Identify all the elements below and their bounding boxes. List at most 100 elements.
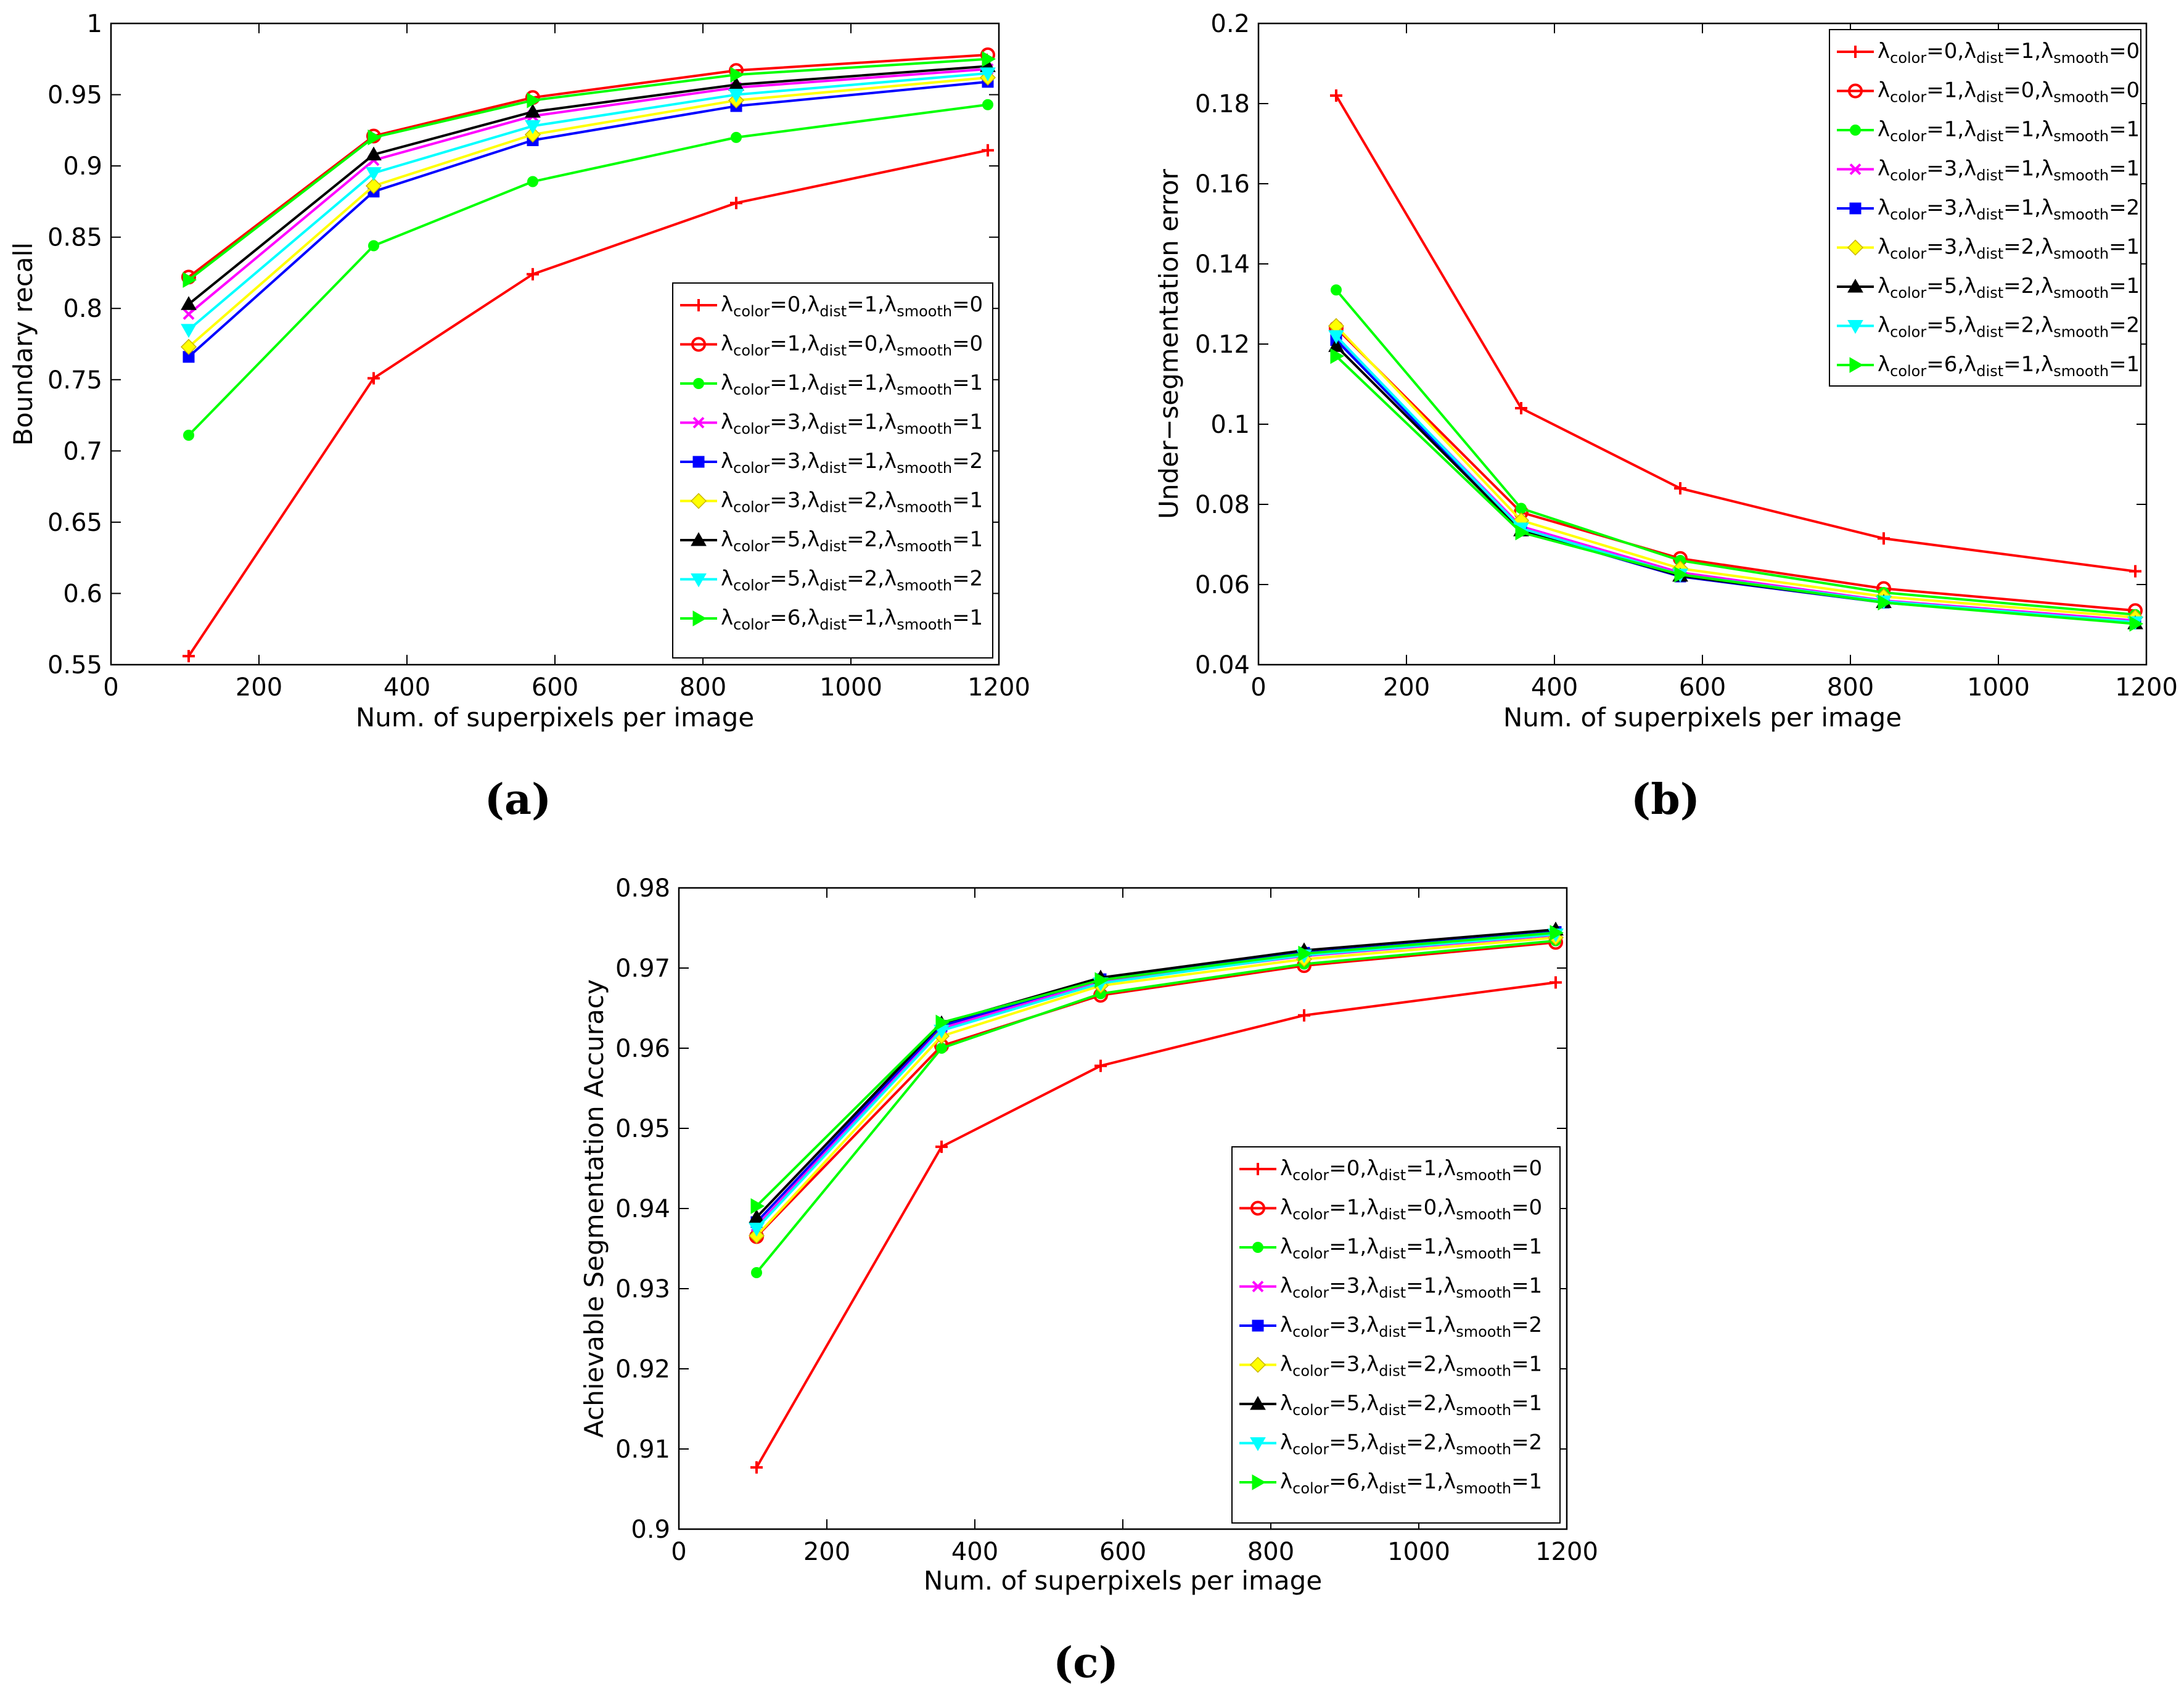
legend-label: λcolor=6,λdist=1,λsmooth=1	[721, 605, 983, 633]
panel-label: (c)	[1053, 1638, 1119, 1688]
data-point	[982, 51, 996, 67]
y-tick-label: 0.65	[47, 509, 102, 537]
x-tick-label: 600	[1679, 673, 1726, 702]
legend-marker	[1250, 1200, 1265, 1216]
legend-label: λcolor=5,λdist=2,λsmooth=1	[721, 527, 983, 555]
x-tick-label: 800	[1247, 1538, 1294, 1566]
legend-marker	[691, 531, 707, 546]
y-tick-label: 0.97	[615, 954, 670, 983]
panel-label: (b)	[1631, 775, 1700, 824]
panel-label: (a)	[485, 775, 551, 824]
legend-label: λcolor=5,λdist=2,λsmooth=2	[721, 567, 983, 594]
x-axis-label: Num. of superpixels per image	[356, 702, 754, 733]
data-point	[527, 92, 541, 109]
legend-entry: λcolor=1,λdist=0,λsmooth=0	[680, 332, 983, 359]
x-tick-label: 800	[1827, 673, 1874, 702]
legend-marker	[1849, 357, 1864, 373]
legend-marker	[692, 417, 705, 429]
data-point	[366, 167, 382, 181]
data-point	[1298, 1009, 1310, 1022]
series-6	[180, 69, 996, 355]
legend-entry: λcolor=5,λdist=2,λsmooth=1	[680, 527, 983, 555]
legend-entry: λcolor=6,λdist=1,λsmooth=1	[1837, 352, 2140, 380]
x-tick-label: 1200	[1535, 1538, 1598, 1566]
series-1	[183, 144, 994, 663]
data-point	[1298, 945, 1313, 962]
data-point	[524, 126, 541, 143]
data-point	[982, 99, 993, 110]
x-tick-label: 0	[103, 673, 118, 702]
series-9	[183, 51, 996, 288]
chart-achievable-segmentation-accuracy: 0 200 400 600 800 1000 1200 0.9 0.91 0.92 0.93 0.94…	[579, 874, 1598, 1688]
data-point	[368, 240, 379, 252]
legend-entry: λcolor=0,λdist=1,λsmooth=0	[680, 292, 983, 320]
legend-entry: λcolor=1,λdist=1,λsmooth=1	[1239, 1234, 1542, 1262]
legend-label: λcolor=3,λdist=1,λsmooth=1	[721, 410, 983, 438]
data-point	[1330, 89, 1342, 102]
data-point	[365, 178, 382, 194]
legend-label: λcolor=0,λdist=1,λsmooth=0	[721, 292, 983, 320]
y-tick-label: 0.96	[615, 1035, 670, 1063]
y-tick-label: 0.98	[615, 874, 670, 903]
legend-marker	[693, 378, 704, 389]
data-point	[982, 144, 994, 157]
data-point	[183, 650, 195, 663]
x-tick-label: 600	[1099, 1538, 1146, 1566]
legend-entry: λcolor=3,λdist=2,λsmooth=1	[680, 488, 983, 516]
legend-entry: λcolor=0,λdist=1,λsmooth=0	[1837, 39, 2140, 67]
x-tick-label: 400	[384, 673, 430, 702]
data-point	[731, 131, 742, 143]
legend-marker	[1847, 239, 1864, 256]
data-point	[1094, 1059, 1107, 1072]
legend-label: λcolor=5,λdist=2,λsmooth=1	[1280, 1391, 1542, 1419]
data-point	[980, 67, 996, 81]
y-tick-label: 0.16	[1195, 170, 1250, 199]
y-tick-label: 0.7	[63, 437, 102, 466]
legend-label: λcolor=1,λdist=0,λsmooth=0	[1280, 1196, 1542, 1223]
y-tick-label: 0.55	[47, 651, 102, 679]
series-8	[181, 67, 996, 338]
legend-box	[1829, 29, 2141, 387]
legend-label: λcolor=3,λdist=2,λsmooth=1	[1280, 1352, 1542, 1380]
data-point	[1094, 972, 1109, 988]
legend-label: λcolor=6,λdist=1,λsmooth=1	[1878, 352, 2140, 380]
data-point	[751, 1267, 762, 1278]
legend-box	[672, 282, 993, 659]
legend-label: λcolor=3,λdist=1,λsmooth=2	[721, 449, 983, 477]
x-tick-label: 1000	[1967, 673, 2030, 702]
legend-entry: λcolor=0,λdist=1,λsmooth=0	[1239, 1156, 1542, 1184]
data-point	[180, 339, 197, 355]
legend: λcolor=0,λdist=1,λsmooth=0 λcolor=1,λdist…	[1829, 29, 2141, 387]
x-tick-label: 800	[679, 673, 726, 702]
x-tick-label: 600	[532, 673, 578, 702]
data-point	[1516, 503, 1527, 514]
data-point	[1878, 532, 1890, 545]
legend-entry: λcolor=5,λdist=2,λsmooth=2	[1837, 313, 2140, 341]
y-tick-label: 0.12	[1195, 330, 1250, 359]
legend-label: λcolor=3,λdist=1,λsmooth=2	[1878, 195, 2140, 223]
legend-marker	[1252, 1163, 1264, 1175]
legend-box	[1231, 1146, 1561, 1524]
x-tick-label: 1000	[1387, 1538, 1450, 1566]
y-tick-label: 1	[87, 10, 102, 38]
legend-label: λcolor=5,λdist=2,λsmooth=2	[1878, 313, 2140, 341]
legend: λcolor=0,λdist=1,λsmooth=0 λcolor=1,λdist…	[672, 282, 993, 659]
legend-marker	[691, 573, 707, 588]
legend-marker	[1849, 46, 1862, 58]
data-point	[367, 129, 382, 146]
y-tick-label: 0.08	[1195, 491, 1250, 519]
y-tick-label: 0.95	[615, 1115, 670, 1143]
data-point	[183, 308, 195, 320]
y-tick-label: 0.93	[615, 1275, 670, 1303]
y-tick-label: 0.6	[63, 580, 102, 608]
legend-label: λcolor=5,λdist=2,λsmooth=2	[1280, 1430, 1542, 1458]
series-9	[750, 924, 1564, 1214]
y-tick-label: 0.85	[47, 224, 102, 252]
legend-label: λcolor=0,λdist=1,λsmooth=0	[1878, 39, 2140, 67]
legend-label: λcolor=3,λdist=1,λsmooth=1	[1878, 157, 2140, 184]
legend-entry: λcolor=3,λdist=1,λsmooth=1	[1239, 1274, 1542, 1302]
y-tick-label: 0.04	[1195, 651, 1250, 679]
legend-entry: λcolor=5,λdist=2,λsmooth=2	[1239, 1430, 1542, 1458]
data-point	[935, 1140, 948, 1153]
legend-label: λcolor=3,λdist=2,λsmooth=1	[721, 488, 983, 516]
